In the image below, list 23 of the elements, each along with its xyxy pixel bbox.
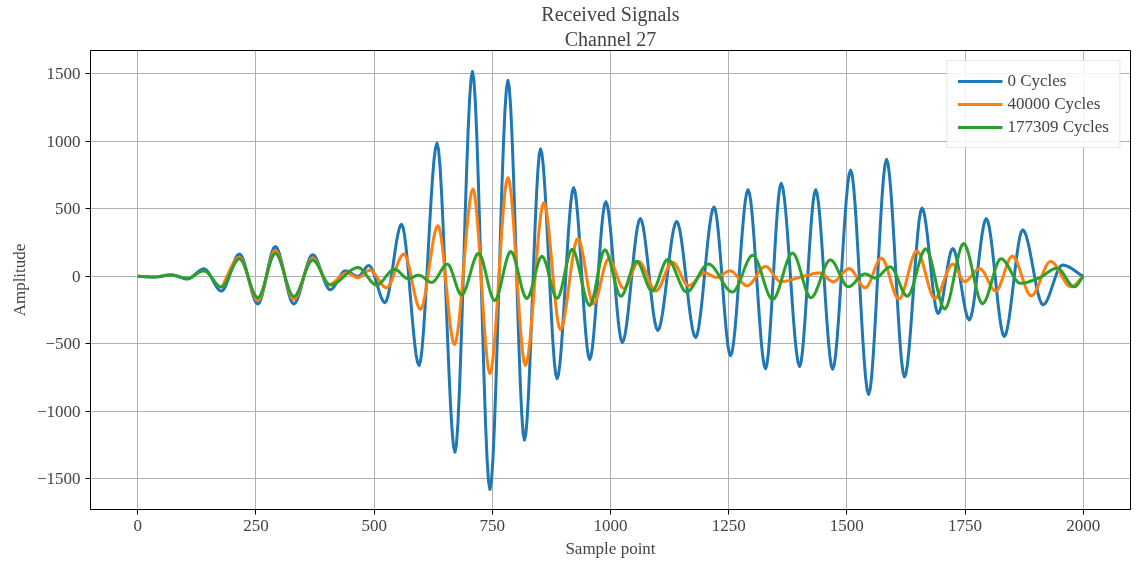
legend-label: 0 Cycles	[1007, 71, 1067, 91]
x-tick-label: 1000	[593, 515, 628, 535]
x-tick-label: 2000	[1066, 515, 1101, 535]
y-tick-label: 0	[72, 266, 81, 286]
x-tick-label: 1250	[711, 515, 746, 535]
chart-subtitle: Channel 27	[564, 27, 657, 50]
y-tick-label: 1000	[46, 131, 81, 151]
x-tick-label: 750	[479, 515, 506, 535]
x-axis-title: Sample point	[565, 538, 656, 558]
x-tick-label: 1750	[948, 515, 983, 535]
chart-title: Received Signals	[541, 2, 680, 26]
y-tick-label: −500	[45, 334, 81, 354]
x-tick-label: 1500	[829, 515, 864, 535]
y-tick-label: 500	[55, 199, 81, 219]
legend-label: 177309 Cycles	[1007, 117, 1109, 137]
y-axis-title: Amplitude	[9, 243, 29, 317]
y-tick-label: 1500	[46, 64, 81, 84]
x-tick-label: 0	[133, 515, 143, 535]
x-tick-label: 250	[243, 515, 269, 535]
y-tick-label: −1500	[36, 469, 81, 489]
y-tick-label: −1000	[36, 401, 81, 421]
x-tick-label: 500	[361, 515, 387, 535]
legend-label: 40000 Cycles	[1007, 94, 1101, 114]
